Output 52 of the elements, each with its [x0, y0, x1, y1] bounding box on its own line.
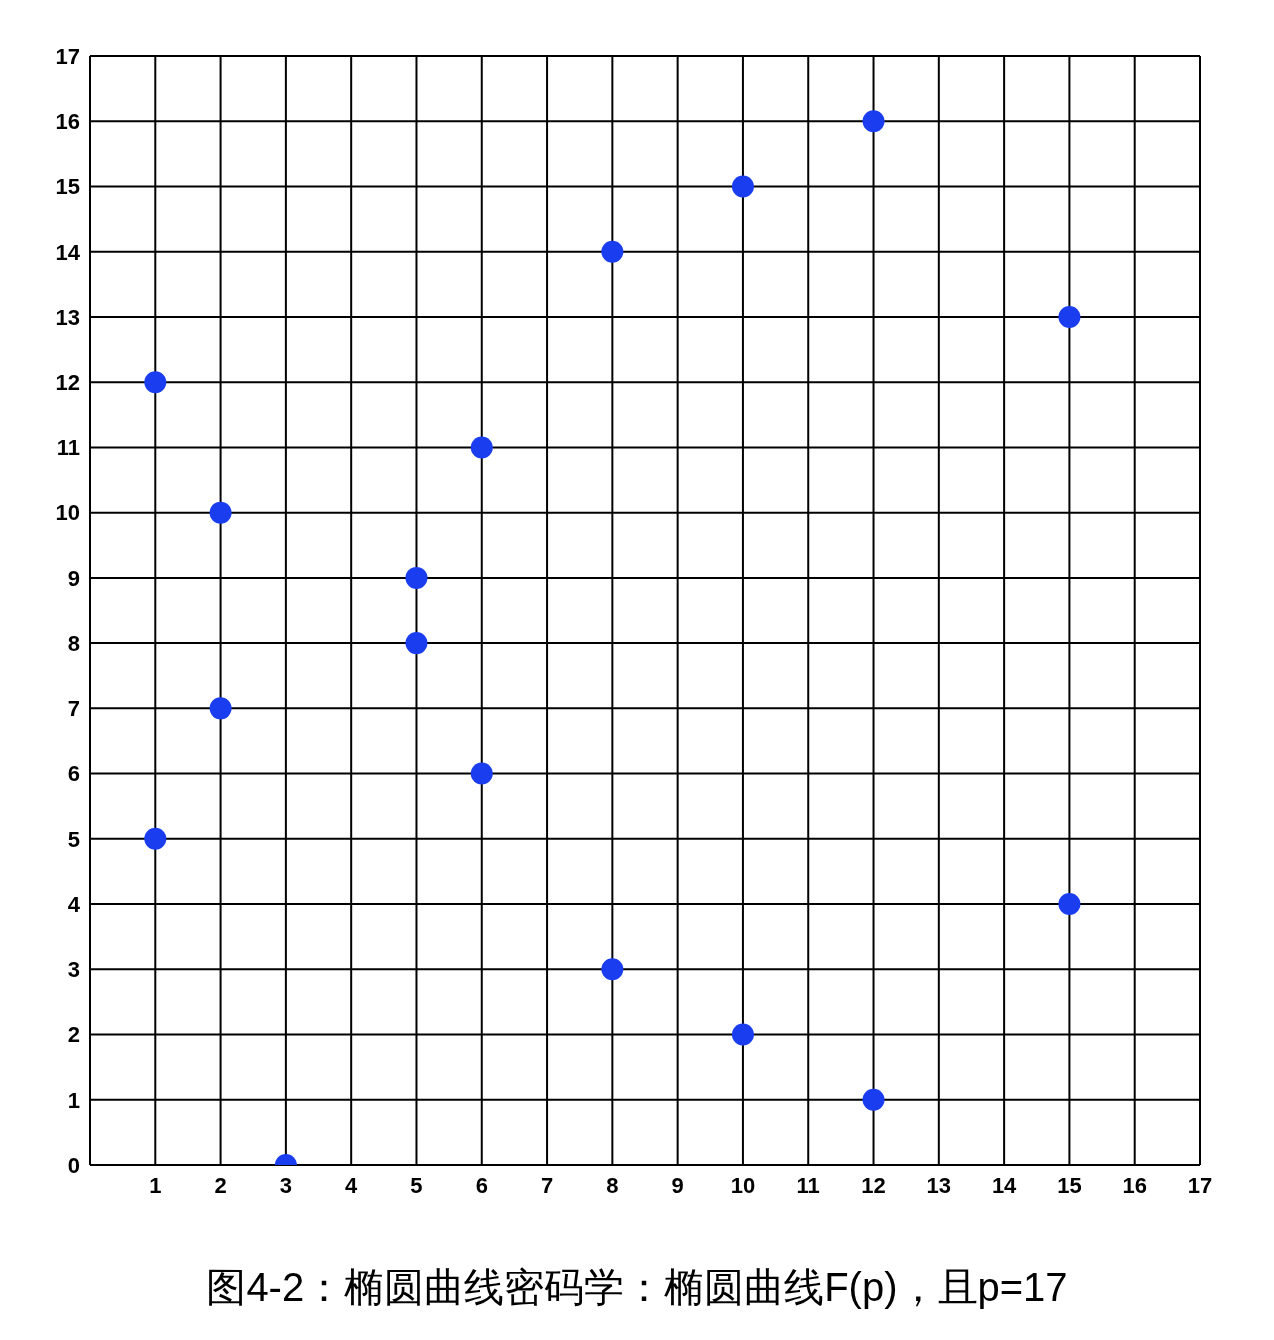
- y-tick-label: 0: [67, 1152, 80, 1178]
- point: [405, 632, 428, 655]
- x-tick-label: 7: [540, 1172, 554, 1198]
- x-tick-label: 9: [671, 1172, 684, 1198]
- y-tick-label: 13: [55, 304, 80, 330]
- point: [862, 1088, 885, 1111]
- x-tick-label: 12: [861, 1172, 886, 1198]
- x-tick-label: 17: [1187, 1172, 1213, 1198]
- x-tick-label: 13: [926, 1172, 952, 1198]
- y-tick-label: 17: [55, 43, 80, 69]
- x-tick-label: 4: [345, 1172, 359, 1198]
- x-tick-label: 3: [279, 1172, 293, 1198]
- x-tick-label: 16: [1122, 1172, 1147, 1198]
- point: [144, 827, 167, 850]
- x-tick-label: 1: [149, 1172, 162, 1198]
- y-tick-label: 1: [67, 1087, 80, 1113]
- x-tick-label: 10: [730, 1172, 756, 1198]
- y-tick-label: 5: [67, 826, 80, 852]
- point: [862, 110, 885, 133]
- x-tick-label: 15: [1057, 1172, 1082, 1198]
- point: [731, 1023, 754, 1046]
- y-tick-label: 7: [67, 696, 80, 722]
- y-tick-label: 10: [55, 500, 80, 526]
- point: [601, 240, 624, 263]
- point: [209, 501, 232, 524]
- x-tick-label: 5: [410, 1172, 423, 1198]
- point: [601, 958, 624, 981]
- x-tick-label: 8: [606, 1172, 619, 1198]
- y-tick-label: 15: [55, 174, 80, 200]
- point: [1058, 893, 1081, 916]
- y-tick-label: 12: [55, 369, 80, 395]
- point: [144, 371, 167, 394]
- point: [209, 697, 232, 720]
- x-tick-label: 14: [991, 1172, 1018, 1198]
- point: [1058, 305, 1081, 328]
- y-tick-label: 4: [67, 891, 81, 917]
- text: 图4-2：椭圆曲线密码学：椭圆曲线F(p)，且p=17: [205, 1264, 1069, 1311]
- point: [470, 762, 493, 785]
- y-tick-label: 14: [55, 239, 81, 265]
- point: [731, 175, 754, 198]
- y-tick-label: 9: [67, 565, 80, 591]
- point: [470, 436, 493, 459]
- y-tick-label: 3: [67, 957, 80, 983]
- y-tick-label: 8: [67, 630, 80, 656]
- point: [405, 566, 428, 589]
- y-tick-label: 2: [67, 1022, 80, 1048]
- x-tick-label: 11: [796, 1172, 820, 1198]
- y-tick-label: 16: [55, 109, 80, 135]
- x-tick-label: 2: [214, 1172, 227, 1198]
- y-tick-label: 6: [67, 761, 80, 787]
- y-tick-label: 11: [56, 435, 80, 461]
- x-tick-label: 6: [475, 1172, 488, 1198]
